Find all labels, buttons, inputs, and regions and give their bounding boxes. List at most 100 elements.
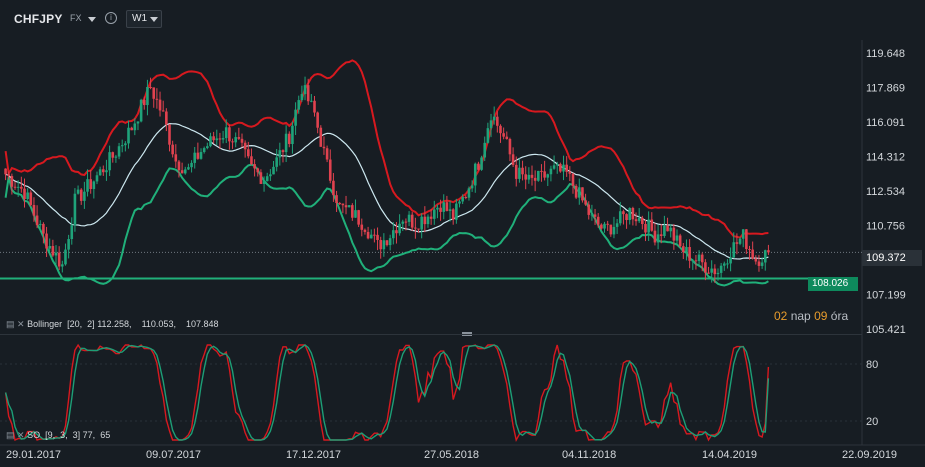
stochastic-k-line [4,343,770,442]
candle-body [735,242,739,244]
candle-body [51,246,55,256]
candle-body [644,224,647,233]
candle-body [688,247,691,261]
candle-body [464,196,468,198]
candle-body [492,116,496,121]
candle-body [111,152,115,158]
candle-body [114,156,118,158]
bar-countdown: 02 nap 09 óra [774,309,848,323]
candle-body [757,261,761,266]
close-icon[interactable]: ✕ [17,319,25,329]
horizontal-line-label[interactable]: 108.026 [808,277,858,291]
candle-body [38,223,42,226]
timeframe-label: W1 [132,13,147,24]
close-icon[interactable]: ✕ [17,430,25,440]
price-tick-label: 117.869 [866,83,905,95]
candle-body [546,174,550,178]
countdown-days-unit: nap [790,309,811,323]
candle-body [480,157,483,170]
candle-body [177,161,181,171]
candle-body [559,164,562,172]
candle-body [622,211,625,215]
candle-body [694,260,698,262]
candle-body [83,191,86,201]
candle-body [713,268,717,275]
candle-body [395,230,398,234]
candle-body [404,221,408,223]
candle-body [700,254,704,263]
countdown-hours: 09 [814,309,828,323]
symbol-dropdown-icon[interactable] [88,17,96,22]
candle-body [666,225,669,232]
candle-body [57,252,61,267]
candle-body [7,174,11,177]
bollinger-lower: 107.848 [185,319,219,329]
candle-body [543,171,546,178]
candle-body [423,216,427,225]
candle-body [552,165,556,169]
candle-body [269,174,272,177]
candle-body [448,209,452,211]
candle-body [486,128,490,143]
candle-body [136,121,140,124]
candle-body [13,186,17,188]
candle-body [180,170,184,174]
time-tick-label: 04.11.2018 [562,449,616,461]
candle-body [470,185,474,189]
settings-icon[interactable]: ▤ [6,430,15,440]
candle-body [212,136,215,141]
countdown-days: 02 [774,309,788,323]
stochastic-params: [9, 3, 3] [45,430,81,440]
chevron-down-icon [150,17,158,22]
candle-body [45,233,48,249]
candle-body [527,174,531,180]
candle-body [224,127,228,139]
candle-body [149,86,152,88]
candle-body [719,265,723,273]
candle-body [32,204,36,216]
candle-body [388,238,392,246]
candle-body [73,193,77,226]
timeframe-select[interactable]: W1 [126,10,162,28]
candle-body [537,170,540,181]
candle-body [92,181,96,190]
candle-body [445,202,449,211]
pane-divider[interactable] [0,334,862,335]
candle-body [363,229,367,232]
candle-body [54,252,58,256]
candle-body [4,168,7,175]
candle-body [253,164,256,169]
candle-body [328,159,332,181]
candle-body [247,149,250,157]
candle-body [707,272,710,274]
candle-body [287,133,291,145]
candle-body [716,272,720,275]
candle-body [625,214,628,221]
candle-body [127,127,130,144]
candle-body [455,203,458,220]
time-tick-label: 17.12.2017 [286,449,341,461]
candle-body [174,154,178,162]
candle-body [697,254,701,262]
settings-icon[interactable]: ▤ [6,319,15,329]
price-tick-label: 116.091 [866,117,905,129]
candle-body [234,137,237,143]
bollinger-middle: 110.053, [141,319,176,329]
stochastic-legend: ▤ ✕ SO [9, 3, 3] 77, 65 [6,430,110,441]
symbol-label[interactable]: CHFJPY [14,12,63,26]
candle-body [275,157,278,167]
bollinger-legend: ▤ ✕ Bollinger [20, 2] 112.258, 110.053, … [6,319,219,330]
stochastic-name: SO [27,430,41,440]
candle-body [146,86,149,106]
candle-body [763,250,767,263]
countdown-hours-unit: óra [830,309,849,323]
candle-body [710,268,713,273]
candle-body [142,99,146,106]
candle-body [259,172,263,184]
info-icon[interactable]: i [105,12,117,24]
candle-body [95,175,99,182]
candle-body [628,207,632,221]
candle-body [473,163,477,186]
